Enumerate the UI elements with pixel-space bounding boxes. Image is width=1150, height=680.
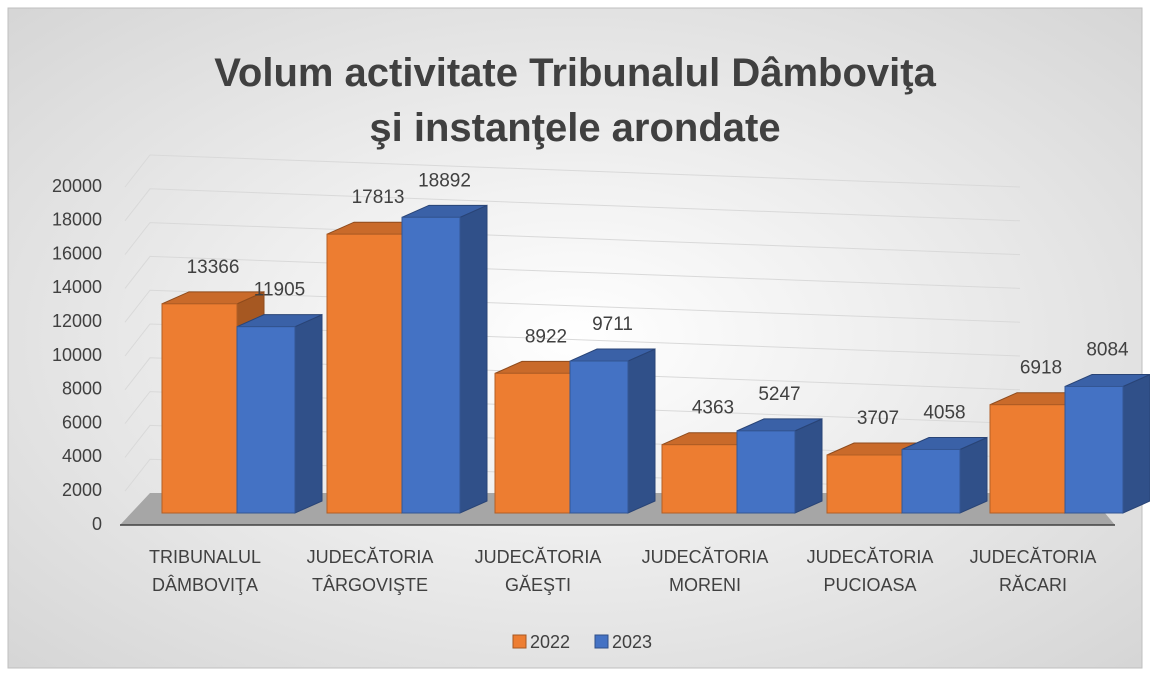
bar <box>901 436 988 514</box>
bar-front <box>661 444 738 514</box>
data-label: 9711 <box>592 314 633 335</box>
bar <box>569 348 656 514</box>
data-label: 5247 <box>758 384 800 405</box>
y-tick-label: 16000 <box>52 243 102 263</box>
bar <box>736 418 823 514</box>
bar-front <box>401 216 461 514</box>
grid-line <box>124 391 1021 425</box>
bar-front <box>236 326 296 514</box>
grid-line <box>124 188 1021 222</box>
bar-side <box>627 348 656 514</box>
data-label: 3707 <box>857 408 899 429</box>
bar-side <box>1122 373 1150 514</box>
bar-front <box>826 454 903 514</box>
grid-line <box>124 222 1021 256</box>
legend-swatch <box>594 634 609 649</box>
bar-side <box>959 436 988 514</box>
bar-front <box>736 430 796 514</box>
y-tick-label: 4000 <box>62 446 102 466</box>
grid-line <box>124 357 1021 391</box>
bar-front <box>326 233 403 514</box>
y-tick-label: 20000 <box>52 176 102 196</box>
grid-line <box>124 154 1021 188</box>
legend-label: 2022 <box>530 632 570 652</box>
bar <box>1064 373 1150 514</box>
bar-front <box>989 404 1066 514</box>
data-label: 13366 <box>187 257 240 278</box>
x-tick-label: JUDECĂTORIA GĂEŞTI <box>475 547 602 595</box>
bar-front <box>569 360 629 514</box>
data-label: 8922 <box>525 326 567 347</box>
y-tick-label: 12000 <box>52 311 102 331</box>
x-tick-label: JUDECĂTORIA MORENI <box>642 547 769 595</box>
bar-front <box>901 448 961 514</box>
data-label: 4363 <box>692 398 734 419</box>
bar-front <box>161 303 238 514</box>
bar-front <box>494 372 571 514</box>
data-label: 6918 <box>1020 358 1062 379</box>
y-tick-label: 0 <box>92 514 102 534</box>
data-label: 4058 <box>923 403 965 424</box>
data-label: 18892 <box>418 170 471 191</box>
bar-side <box>794 418 823 514</box>
y-tick-label: 14000 <box>52 277 102 297</box>
y-tick-label: 8000 <box>62 379 102 399</box>
bar <box>236 313 323 514</box>
bar-side <box>459 204 488 514</box>
x-tick-label: TRIBUNALUL DÂMBOVIŢA <box>149 547 261 595</box>
grid-line <box>124 323 1021 357</box>
legend-swatch <box>512 634 527 649</box>
bar-front <box>1064 385 1124 514</box>
grid-line <box>124 255 1021 289</box>
bar-side <box>294 313 323 514</box>
chart-title: Volum activitate Tribunalul Dâmboviţa şi … <box>214 51 936 150</box>
y-tick-label: 10000 <box>52 345 102 365</box>
x-tick-label: JUDECĂTORIA RĂCARI <box>970 547 1097 595</box>
grid-line <box>124 289 1021 323</box>
y-tick-label: 2000 <box>62 480 102 500</box>
data-label: 17813 <box>352 187 405 208</box>
y-tick-label: 6000 <box>62 412 102 432</box>
data-label: 8084 <box>1086 340 1129 361</box>
y-tick-label: 18000 <box>52 210 102 230</box>
legend-label: 2023 <box>612 632 652 652</box>
bar <box>401 204 488 514</box>
x-tick-label: JUDECĂTORIA TÂRGOVIŞTE <box>307 547 434 595</box>
data-label: 11905 <box>254 280 305 301</box>
x-tick-label: JUDECĂTORIA PUCIOASA <box>807 547 934 595</box>
